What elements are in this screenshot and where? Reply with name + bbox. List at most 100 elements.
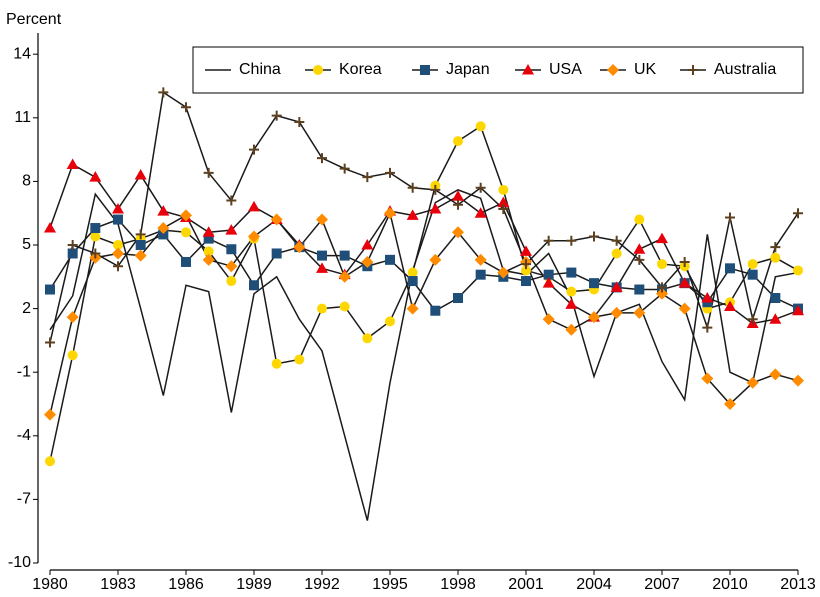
x-tick-label: 1998 [440, 576, 476, 592]
series-line [49, 91, 799, 343]
data-point [113, 240, 123, 250]
data-point [203, 246, 214, 257]
y-tick-label: 5 [22, 236, 31, 253]
data-point [249, 280, 259, 291]
data-point [497, 266, 510, 279]
legend-label: Korea [339, 61, 382, 78]
data-point [45, 456, 55, 467]
data-point [226, 276, 237, 287]
data-point [542, 313, 555, 326]
data-point [453, 293, 463, 303]
data-point [724, 300, 736, 311]
data-point [44, 408, 56, 421]
data-point [429, 253, 442, 266]
data-point [588, 311, 600, 324]
data-point [203, 233, 214, 244]
data-point [316, 213, 328, 226]
data-point [702, 322, 713, 333]
data-point [678, 302, 691, 315]
data-point [202, 253, 215, 266]
legend-box [192, 46, 804, 94]
data-point [474, 207, 487, 218]
data-point [157, 205, 170, 216]
data-point [66, 158, 79, 169]
legend-label: Japan [446, 61, 490, 78]
data-point [475, 182, 486, 193]
y-tick-label: -10 [8, 554, 31, 571]
data-point [610, 281, 623, 292]
data-point [158, 229, 169, 240]
data-point [565, 323, 578, 336]
data-point [90, 231, 101, 242]
data-point [633, 306, 646, 319]
data-point [725, 263, 735, 274]
legend-marker [313, 65, 323, 75]
y-tick-label: 8 [22, 173, 31, 190]
x-tick-label: 1986 [168, 576, 204, 592]
data-point [67, 248, 78, 259]
data-point [543, 269, 554, 280]
legend-label: UK [634, 61, 657, 78]
y-tick-label: -1 [17, 363, 31, 380]
data-point [634, 284, 645, 295]
data-point [406, 209, 419, 220]
data-point [656, 232, 668, 244]
legend-label: USA [549, 61, 582, 78]
data-point [407, 267, 418, 278]
data-point [611, 248, 622, 259]
y-tick-label: 14 [13, 45, 31, 62]
data-point [634, 254, 645, 265]
data-point [792, 304, 804, 316]
data-point [452, 190, 464, 201]
data-point [225, 260, 238, 273]
data-point [384, 207, 396, 220]
data-point [475, 121, 486, 132]
legend-label: China [239, 61, 281, 78]
data-point [406, 302, 419, 315]
data-point [521, 276, 531, 287]
data-point [793, 265, 803, 276]
data-point [45, 284, 55, 295]
data-point [294, 354, 305, 365]
data-point [566, 267, 577, 278]
data-point [67, 240, 78, 250]
data-point [520, 245, 532, 256]
data-point [566, 235, 577, 246]
data-point [271, 248, 282, 259]
data-point [430, 305, 441, 316]
data-point [633, 243, 646, 254]
data-point [181, 102, 191, 113]
data-point [770, 293, 781, 303]
data-point [769, 313, 782, 324]
data-point [339, 163, 350, 174]
data-point [453, 136, 463, 147]
data-point [362, 172, 373, 183]
data-point [90, 248, 101, 259]
data-point [361, 239, 374, 250]
data-point [248, 230, 260, 243]
data-point [452, 226, 464, 239]
data-point [157, 222, 170, 235]
data-point [793, 208, 803, 219]
x-tick-label: 2013 [780, 576, 816, 592]
data-point [521, 259, 531, 270]
data-point [202, 226, 215, 237]
series-line [49, 218, 799, 312]
data-point [339, 301, 350, 312]
legend-marker [688, 65, 698, 75]
data-point [589, 278, 599, 289]
data-point [134, 249, 147, 262]
x-tick-label: 1989 [236, 576, 272, 592]
data-point [134, 169, 147, 180]
data-point [657, 259, 667, 270]
data-point [610, 306, 623, 319]
data-point [678, 277, 691, 288]
data-point [701, 292, 714, 303]
y-tick-label: 2 [22, 300, 31, 317]
data-point [498, 184, 509, 195]
y-tick-label: -4 [17, 427, 31, 444]
data-point [746, 376, 759, 389]
data-point [317, 303, 327, 314]
data-point [589, 231, 599, 242]
data-point [44, 222, 56, 233]
